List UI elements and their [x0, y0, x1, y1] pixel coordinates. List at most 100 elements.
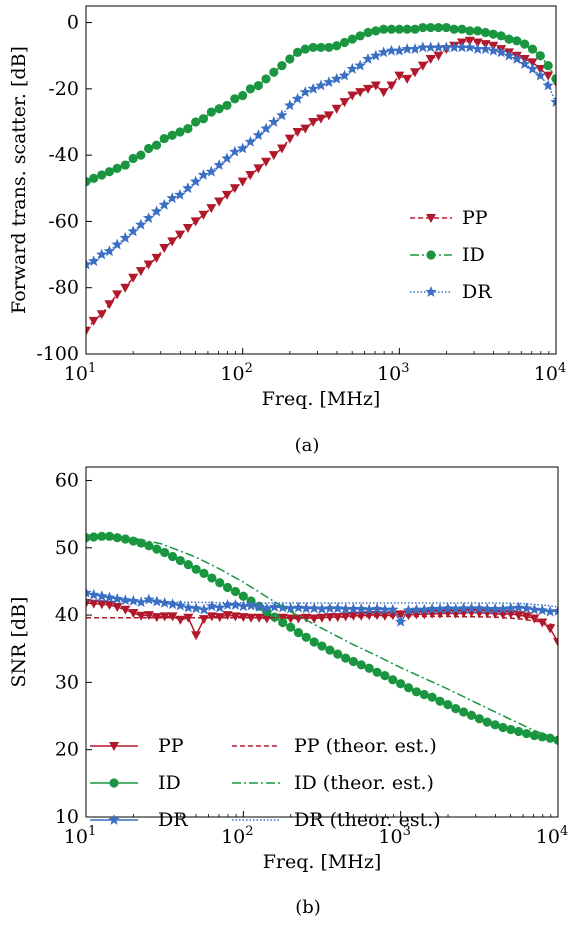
data-point: [128, 153, 138, 164]
data-point: [229, 598, 242, 610]
data-point: [277, 61, 287, 71]
series-line: [86, 536, 558, 741]
data-point: [316, 42, 326, 53]
legend-entry: PP: [410, 207, 488, 229]
x-tick-exponent: 3: [403, 824, 411, 839]
data-point: [229, 184, 240, 194]
data-point: [347, 34, 357, 44]
y-tick-label: 50: [55, 537, 79, 559]
data-point: [301, 632, 311, 642]
data-point: [409, 43, 421, 54]
data-point: [120, 605, 131, 615]
data-point: [372, 611, 383, 621]
data-point: [206, 612, 217, 622]
data-point: [254, 613, 265, 623]
legend-entry: DR (theor. est.): [232, 809, 441, 831]
y-tick-label: -60: [48, 210, 79, 232]
data-point: [332, 41, 342, 51]
data-point: [440, 41, 453, 53]
data-point: [394, 24, 404, 34]
data-point: [536, 604, 548, 616]
series-pp: [86, 36, 556, 336]
data-point: [307, 82, 319, 94]
data-point: [309, 637, 319, 647]
data-point: [230, 94, 240, 104]
data-point: [159, 612, 170, 622]
x-tick-exponent: 1: [88, 361, 96, 376]
data-point: [253, 601, 265, 612]
data-point: [86, 586, 92, 598]
data-point: [410, 68, 421, 78]
data-point: [299, 86, 311, 98]
data-point: [488, 29, 498, 39]
data-point: [417, 41, 429, 53]
data-point: [128, 609, 139, 619]
data-point: [230, 586, 241, 597]
series-id-theor-est: [86, 536, 558, 741]
data-point: [418, 22, 428, 33]
data-point: [86, 326, 91, 336]
data-point: [150, 205, 163, 217]
data-point: [128, 536, 138, 546]
x-axis-label: Freq. [MHz]: [262, 388, 381, 410]
series-line: [86, 615, 558, 627]
data-point: [526, 62, 539, 74]
y-tick-label: -40: [48, 144, 79, 166]
data-point: [309, 614, 320, 624]
data-point: [372, 667, 382, 677]
data-point: [284, 602, 297, 614]
data-point: [363, 27, 373, 38]
x-tick-exponent: 2: [245, 824, 253, 839]
data-point: [514, 726, 524, 737]
data-point: [268, 601, 281, 612]
data-point: [135, 267, 146, 277]
data-point: [503, 49, 515, 61]
data-point: [425, 55, 436, 65]
data-point: [401, 43, 413, 54]
x-tick-label: 104: [534, 361, 566, 385]
data-point: [402, 74, 413, 84]
data-point: [308, 42, 318, 53]
data-point: [472, 38, 483, 48]
data-point: [464, 41, 476, 53]
data-point: [324, 42, 334, 53]
data-point: [268, 116, 280, 127]
legend-label: DR (theor. est.): [294, 809, 441, 831]
data-point: [109, 742, 119, 751]
data-point: [363, 84, 374, 94]
x-tick-exponent: 4: [560, 824, 568, 839]
data-point: [370, 81, 381, 91]
x-tick-exponent: 2: [245, 361, 253, 376]
data-point: [222, 100, 232, 111]
series-dr: [86, 41, 556, 270]
data-point: [291, 92, 304, 104]
data-point: [513, 611, 524, 621]
data-point: [544, 605, 556, 617]
data-point: [481, 603, 493, 614]
data-point: [388, 675, 398, 685]
data-point: [505, 602, 517, 614]
data-point: [553, 638, 558, 647]
data-point: [152, 544, 162, 554]
data-point: [88, 588, 100, 600]
x-tick-label: 102: [220, 361, 252, 385]
data-point: [112, 163, 122, 173]
data-point: [143, 593, 155, 605]
data-point: [456, 41, 468, 53]
data-point: [261, 74, 271, 84]
data-point: [174, 188, 186, 200]
data-point: [112, 603, 123, 612]
legend-label: ID: [462, 244, 485, 266]
legend-entry: ID (theor. est.): [232, 772, 434, 794]
data-point: [457, 24, 467, 34]
data-point: [103, 245, 116, 257]
data-point: [285, 54, 295, 64]
x-tick-exponent: 1: [88, 824, 96, 839]
data-point: [109, 778, 119, 788]
series-id: [86, 531, 558, 745]
data-point: [534, 69, 547, 81]
data-point: [512, 36, 522, 46]
data-point: [261, 157, 272, 167]
data-point: [441, 22, 451, 33]
data-point: [473, 602, 486, 614]
